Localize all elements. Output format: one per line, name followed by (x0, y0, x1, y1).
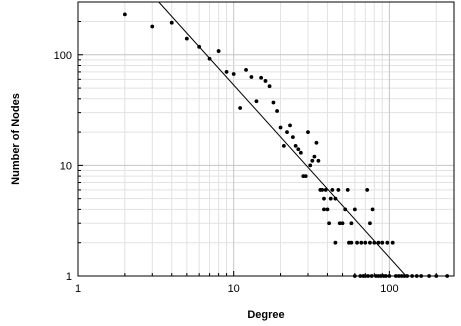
data-point (231, 72, 236, 76)
data-point (333, 196, 338, 201)
data-point (363, 240, 368, 245)
axis-ticks (77, 1, 437, 277)
data-point (390, 240, 395, 245)
data-point (216, 49, 221, 53)
data-point (336, 188, 341, 192)
data-point (414, 274, 419, 278)
data-point (169, 20, 174, 25)
data-point (298, 150, 303, 155)
fit-line (158, 1, 407, 277)
data-point (259, 75, 264, 80)
data-point (310, 158, 315, 163)
data-point (363, 274, 368, 278)
data-point (352, 274, 357, 278)
data-point (385, 240, 390, 245)
data-point (288, 123, 292, 128)
data-point (380, 240, 385, 245)
data-point (278, 125, 283, 130)
data-point (427, 274, 432, 278)
data-point (330, 188, 335, 192)
data-point (434, 274, 439, 278)
data-point (238, 106, 243, 110)
data-point (254, 99, 259, 104)
data-point (384, 274, 388, 278)
data-point (366, 274, 371, 278)
x-tick-label: 1 (75, 283, 81, 295)
x-axis-title: Degree (247, 309, 284, 321)
data-point (358, 274, 363, 278)
data-point (419, 274, 424, 278)
data-point (303, 174, 308, 179)
data-point (290, 135, 295, 140)
data-point (244, 67, 248, 72)
data-point (352, 207, 357, 212)
data-point (249, 75, 254, 79)
x-tick-label: 10 (228, 283, 240, 295)
y-tick-label: 1 (66, 271, 72, 283)
data-point (275, 109, 279, 113)
data-point (445, 274, 450, 278)
data-point (312, 154, 317, 159)
data-point (359, 240, 364, 245)
data-point (320, 188, 325, 192)
data-point (293, 144, 298, 148)
data-point (306, 130, 310, 134)
data-point (150, 24, 155, 29)
data-point (316, 158, 321, 163)
data-point (285, 130, 289, 134)
plot-frame (77, 1, 455, 277)
data-point (333, 240, 338, 245)
data-point (327, 221, 332, 226)
data-point (402, 274, 407, 278)
data-point (368, 240, 372, 245)
data-point (184, 36, 189, 41)
data-point (349, 221, 354, 226)
y-axis-title: Number of Nodes (10, 93, 22, 185)
data-point (410, 274, 415, 278)
data-point (345, 188, 350, 192)
data-point (405, 274, 410, 278)
data-point (296, 147, 301, 152)
x-tick-label: 100 (380, 283, 398, 295)
data-point (369, 274, 374, 278)
data-point (328, 196, 333, 201)
data-point (365, 188, 370, 192)
data-point (387, 274, 392, 278)
data-point (207, 56, 212, 61)
data-point (355, 240, 359, 245)
data-point (197, 44, 202, 49)
data-point (224, 70, 229, 74)
tick-labels: 1 10 100 1 10 100 (54, 50, 399, 295)
data-point (368, 221, 372, 226)
data-point (349, 240, 354, 245)
data-point (337, 221, 342, 226)
data-point (372, 240, 377, 245)
data-point (314, 140, 319, 145)
data-point (281, 144, 286, 148)
data-point (376, 240, 381, 245)
data-point (325, 207, 330, 212)
data-points (122, 12, 450, 278)
data-point (343, 207, 348, 212)
data-point (340, 221, 345, 226)
y-tick-label: 10 (60, 160, 72, 172)
data-point (322, 196, 326, 201)
data-point (396, 274, 401, 278)
data-point (399, 274, 404, 278)
y-tick-label: 100 (54, 50, 72, 62)
data-point (267, 84, 272, 89)
gridlines (77, 1, 454, 277)
data-point (271, 100, 276, 105)
data-point (122, 12, 127, 17)
data-point (322, 207, 326, 212)
data-point (378, 274, 383, 278)
data-point (263, 79, 268, 83)
data-point (370, 207, 375, 212)
data-point (393, 274, 398, 278)
data-point (323, 188, 328, 192)
data-point (308, 163, 313, 168)
